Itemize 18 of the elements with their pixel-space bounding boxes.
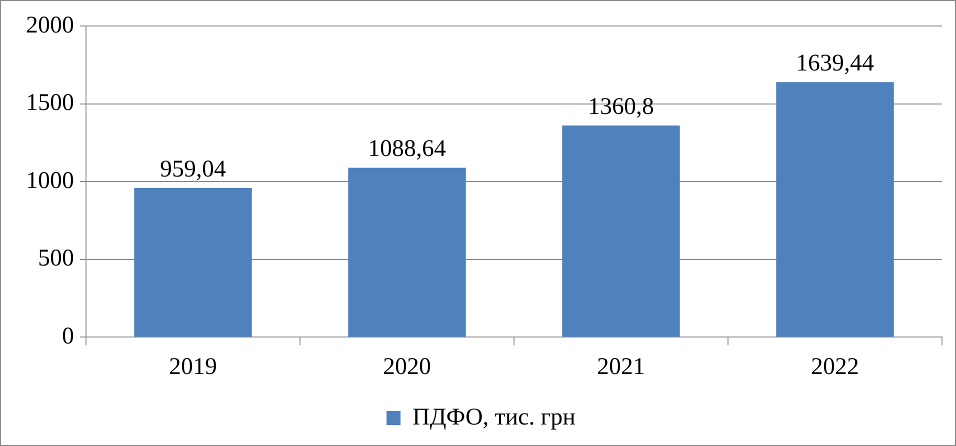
y-tick-label: 1000 [26,168,74,194]
data-label: 1088,64 [368,136,446,162]
y-tick-label: 500 [38,246,74,272]
bar [776,82,894,337]
bar [562,125,680,337]
x-tick-label: 2021 [597,354,645,380]
y-tick-label: 2000 [26,12,74,38]
data-label: 1639,44 [796,50,874,76]
x-tick-label: 2020 [383,354,431,380]
bar [134,188,252,337]
y-tick-label: 0 [62,323,74,350]
bar [348,168,466,337]
y-tick-label: 1500 [26,90,74,116]
legend-label: ПДФО, тис. грн [412,404,576,430]
data-label: 959,04 [160,156,226,182]
x-tick-label: 2019 [169,354,217,380]
data-label: 1360,8 [588,94,654,120]
x-tick-label: 2022 [811,354,859,380]
